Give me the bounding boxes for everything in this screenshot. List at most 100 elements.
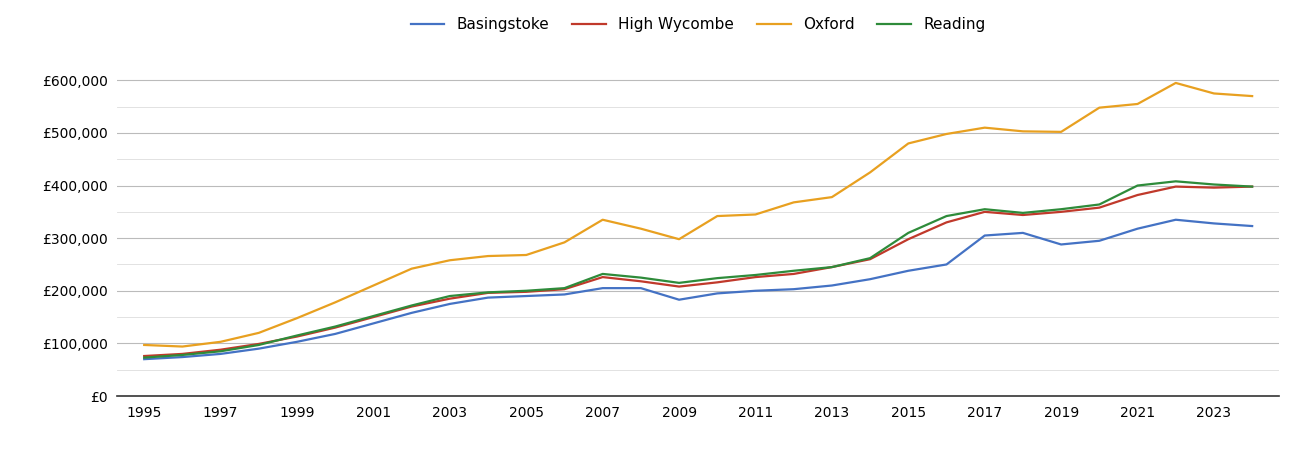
Basingstoke bbox=[900, 268, 916, 274]
High Wycombe bbox=[1091, 205, 1107, 210]
Line: Basingstoke: Basingstoke bbox=[144, 220, 1253, 359]
Reading bbox=[1130, 183, 1146, 188]
Oxford bbox=[1130, 101, 1146, 107]
Reading bbox=[977, 207, 993, 212]
High Wycombe bbox=[1130, 192, 1146, 198]
Reading bbox=[213, 349, 228, 354]
Reading bbox=[786, 268, 801, 274]
Basingstoke bbox=[290, 339, 305, 345]
Oxford bbox=[1245, 94, 1261, 99]
Oxford bbox=[1168, 80, 1184, 86]
Oxford bbox=[365, 283, 381, 288]
High Wycombe bbox=[213, 347, 228, 352]
Basingstoke bbox=[748, 288, 763, 293]
Basingstoke bbox=[175, 354, 191, 360]
Oxford bbox=[136, 342, 151, 348]
High Wycombe bbox=[251, 341, 266, 346]
Reading bbox=[823, 265, 839, 270]
Basingstoke bbox=[1130, 226, 1146, 231]
Reading bbox=[938, 213, 954, 219]
Basingstoke bbox=[442, 301, 458, 306]
Basingstoke bbox=[710, 291, 726, 296]
Oxford bbox=[480, 253, 496, 259]
Basingstoke bbox=[1245, 223, 1261, 229]
High Wycombe bbox=[1015, 212, 1031, 218]
Reading bbox=[863, 256, 878, 261]
Basingstoke bbox=[480, 295, 496, 300]
Basingstoke bbox=[1015, 230, 1031, 236]
Oxford bbox=[442, 257, 458, 263]
Oxford bbox=[938, 131, 954, 137]
High Wycombe bbox=[136, 353, 151, 359]
Basingstoke bbox=[403, 310, 419, 315]
Reading bbox=[595, 271, 611, 277]
Oxford bbox=[251, 330, 266, 336]
Reading bbox=[710, 275, 726, 281]
Reading bbox=[1168, 179, 1184, 184]
Reading bbox=[175, 352, 191, 358]
Oxford bbox=[671, 237, 686, 242]
Oxford bbox=[786, 200, 801, 205]
High Wycombe bbox=[633, 279, 649, 284]
Basingstoke bbox=[595, 285, 611, 291]
Reading bbox=[365, 313, 381, 319]
Reading bbox=[557, 285, 573, 291]
Oxford bbox=[557, 240, 573, 245]
Oxford bbox=[403, 266, 419, 271]
Basingstoke bbox=[1168, 217, 1184, 222]
Basingstoke bbox=[938, 262, 954, 267]
Line: Reading: Reading bbox=[144, 181, 1253, 358]
High Wycombe bbox=[863, 256, 878, 262]
High Wycombe bbox=[518, 289, 534, 294]
Reading bbox=[748, 272, 763, 278]
High Wycombe bbox=[710, 279, 726, 285]
Oxford bbox=[1015, 129, 1031, 134]
Oxford bbox=[977, 125, 993, 130]
Oxford bbox=[710, 213, 726, 219]
High Wycombe bbox=[290, 334, 305, 339]
Reading bbox=[518, 288, 534, 293]
Oxford bbox=[518, 252, 534, 258]
Basingstoke bbox=[213, 351, 228, 356]
High Wycombe bbox=[900, 237, 916, 242]
High Wycombe bbox=[938, 220, 954, 225]
Basingstoke bbox=[136, 356, 151, 362]
High Wycombe bbox=[595, 274, 611, 280]
Reading bbox=[900, 230, 916, 236]
High Wycombe bbox=[365, 315, 381, 320]
High Wycombe bbox=[1206, 185, 1221, 190]
High Wycombe bbox=[748, 274, 763, 280]
Basingstoke bbox=[251, 346, 266, 351]
Basingstoke bbox=[1091, 238, 1107, 243]
Basingstoke bbox=[518, 293, 534, 299]
Reading bbox=[403, 303, 419, 308]
Reading bbox=[1091, 202, 1107, 207]
High Wycombe bbox=[557, 287, 573, 292]
Reading bbox=[328, 324, 343, 329]
Oxford bbox=[290, 315, 305, 321]
Line: High Wycombe: High Wycombe bbox=[144, 187, 1253, 356]
Reading bbox=[480, 290, 496, 295]
Oxford bbox=[328, 300, 343, 305]
High Wycombe bbox=[175, 351, 191, 356]
Reading bbox=[251, 342, 266, 348]
Basingstoke bbox=[977, 233, 993, 238]
High Wycombe bbox=[328, 325, 343, 330]
Basingstoke bbox=[671, 297, 686, 302]
Basingstoke bbox=[1206, 220, 1221, 226]
Basingstoke bbox=[365, 321, 381, 326]
Reading bbox=[1245, 184, 1261, 189]
High Wycombe bbox=[786, 271, 801, 277]
Reading bbox=[442, 293, 458, 299]
Oxford bbox=[633, 226, 649, 231]
High Wycombe bbox=[1053, 209, 1069, 215]
High Wycombe bbox=[823, 265, 839, 270]
Oxford bbox=[748, 212, 763, 217]
Reading bbox=[1206, 182, 1221, 187]
Basingstoke bbox=[633, 285, 649, 291]
Basingstoke bbox=[557, 292, 573, 297]
Oxford bbox=[823, 194, 839, 200]
Basingstoke bbox=[1053, 242, 1069, 247]
High Wycombe bbox=[671, 284, 686, 289]
High Wycombe bbox=[1245, 184, 1261, 189]
